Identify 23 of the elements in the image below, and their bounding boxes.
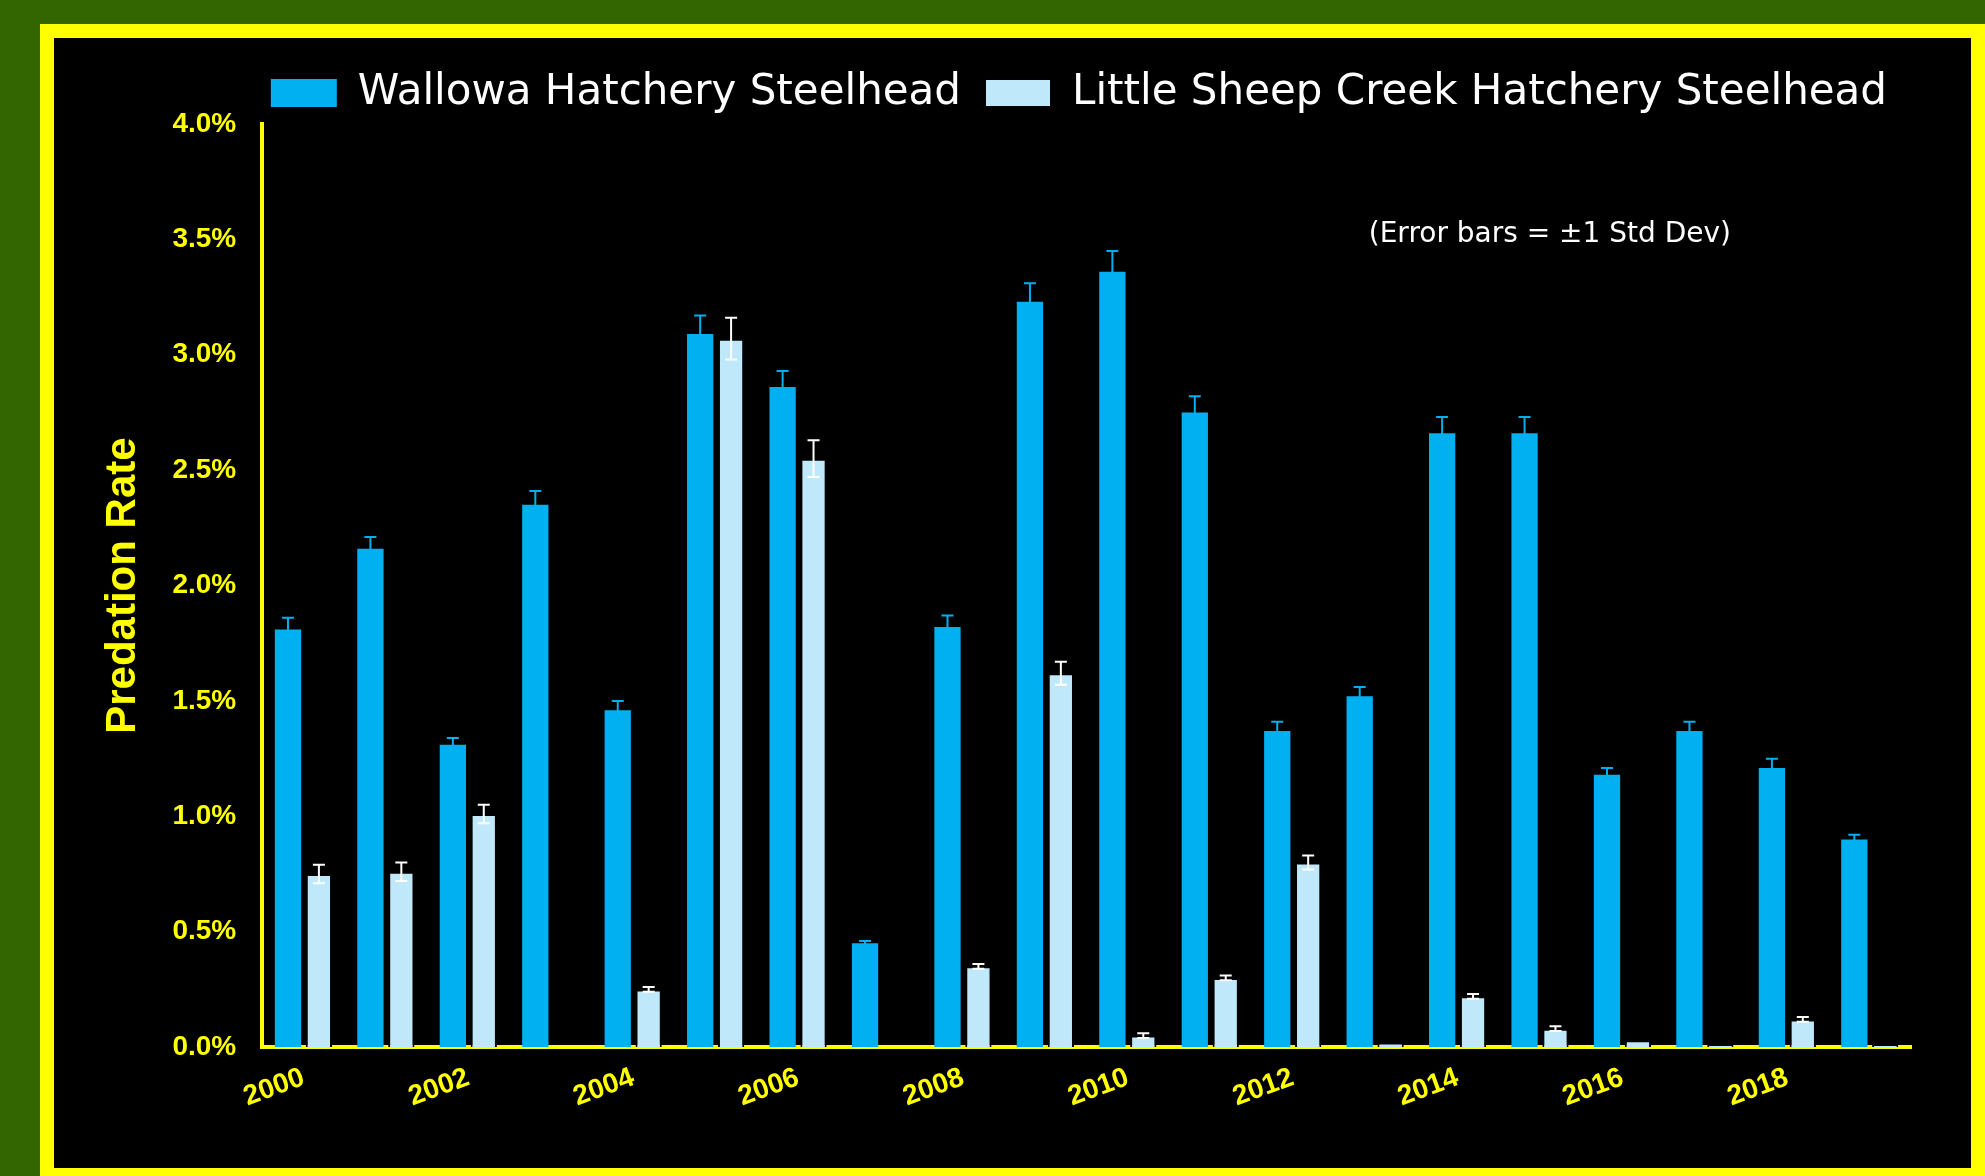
y-tick-label: 0.5% [172,914,237,946]
annotation: (Error bars = ±1 Std Dev) [1368,216,1731,249]
x-tick-label: 2018 [1722,1060,1793,1112]
y-tick-label: 3.0% [172,337,237,369]
y-tick-label: 4.0% [172,106,237,138]
y-tick-label: 1.0% [172,799,237,831]
x-tick-label: 2014 [1393,1060,1463,1112]
x-tick-label: 2004 [568,1060,639,1112]
legend-label: Little Sheep Creek Hatchery Steelhead [1072,64,1888,114]
y-tick-label: 2.0% [172,568,237,600]
x-tick-label: 2002 [403,1060,474,1112]
x-tick-label: 2008 [898,1060,968,1112]
y-axis-title: Predation Rate [96,437,144,734]
y-tick-label: 2.5% [172,452,237,484]
x-tick-label: 2010 [1063,1060,1133,1112]
x-tick-label: 2016 [1558,1060,1628,1112]
y-tick-label: 1.5% [172,683,237,715]
x-tick-label: 2006 [733,1060,803,1112]
y-tick-label: 3.5% [172,222,237,254]
legend-label: Wallowa Hatchery Steelhead [357,64,962,114]
x-tick-label: 2012 [1228,1060,1298,1112]
y-tick-label: 0.0% [172,1029,237,1061]
x-tick-label: 2000 [238,1060,309,1112]
